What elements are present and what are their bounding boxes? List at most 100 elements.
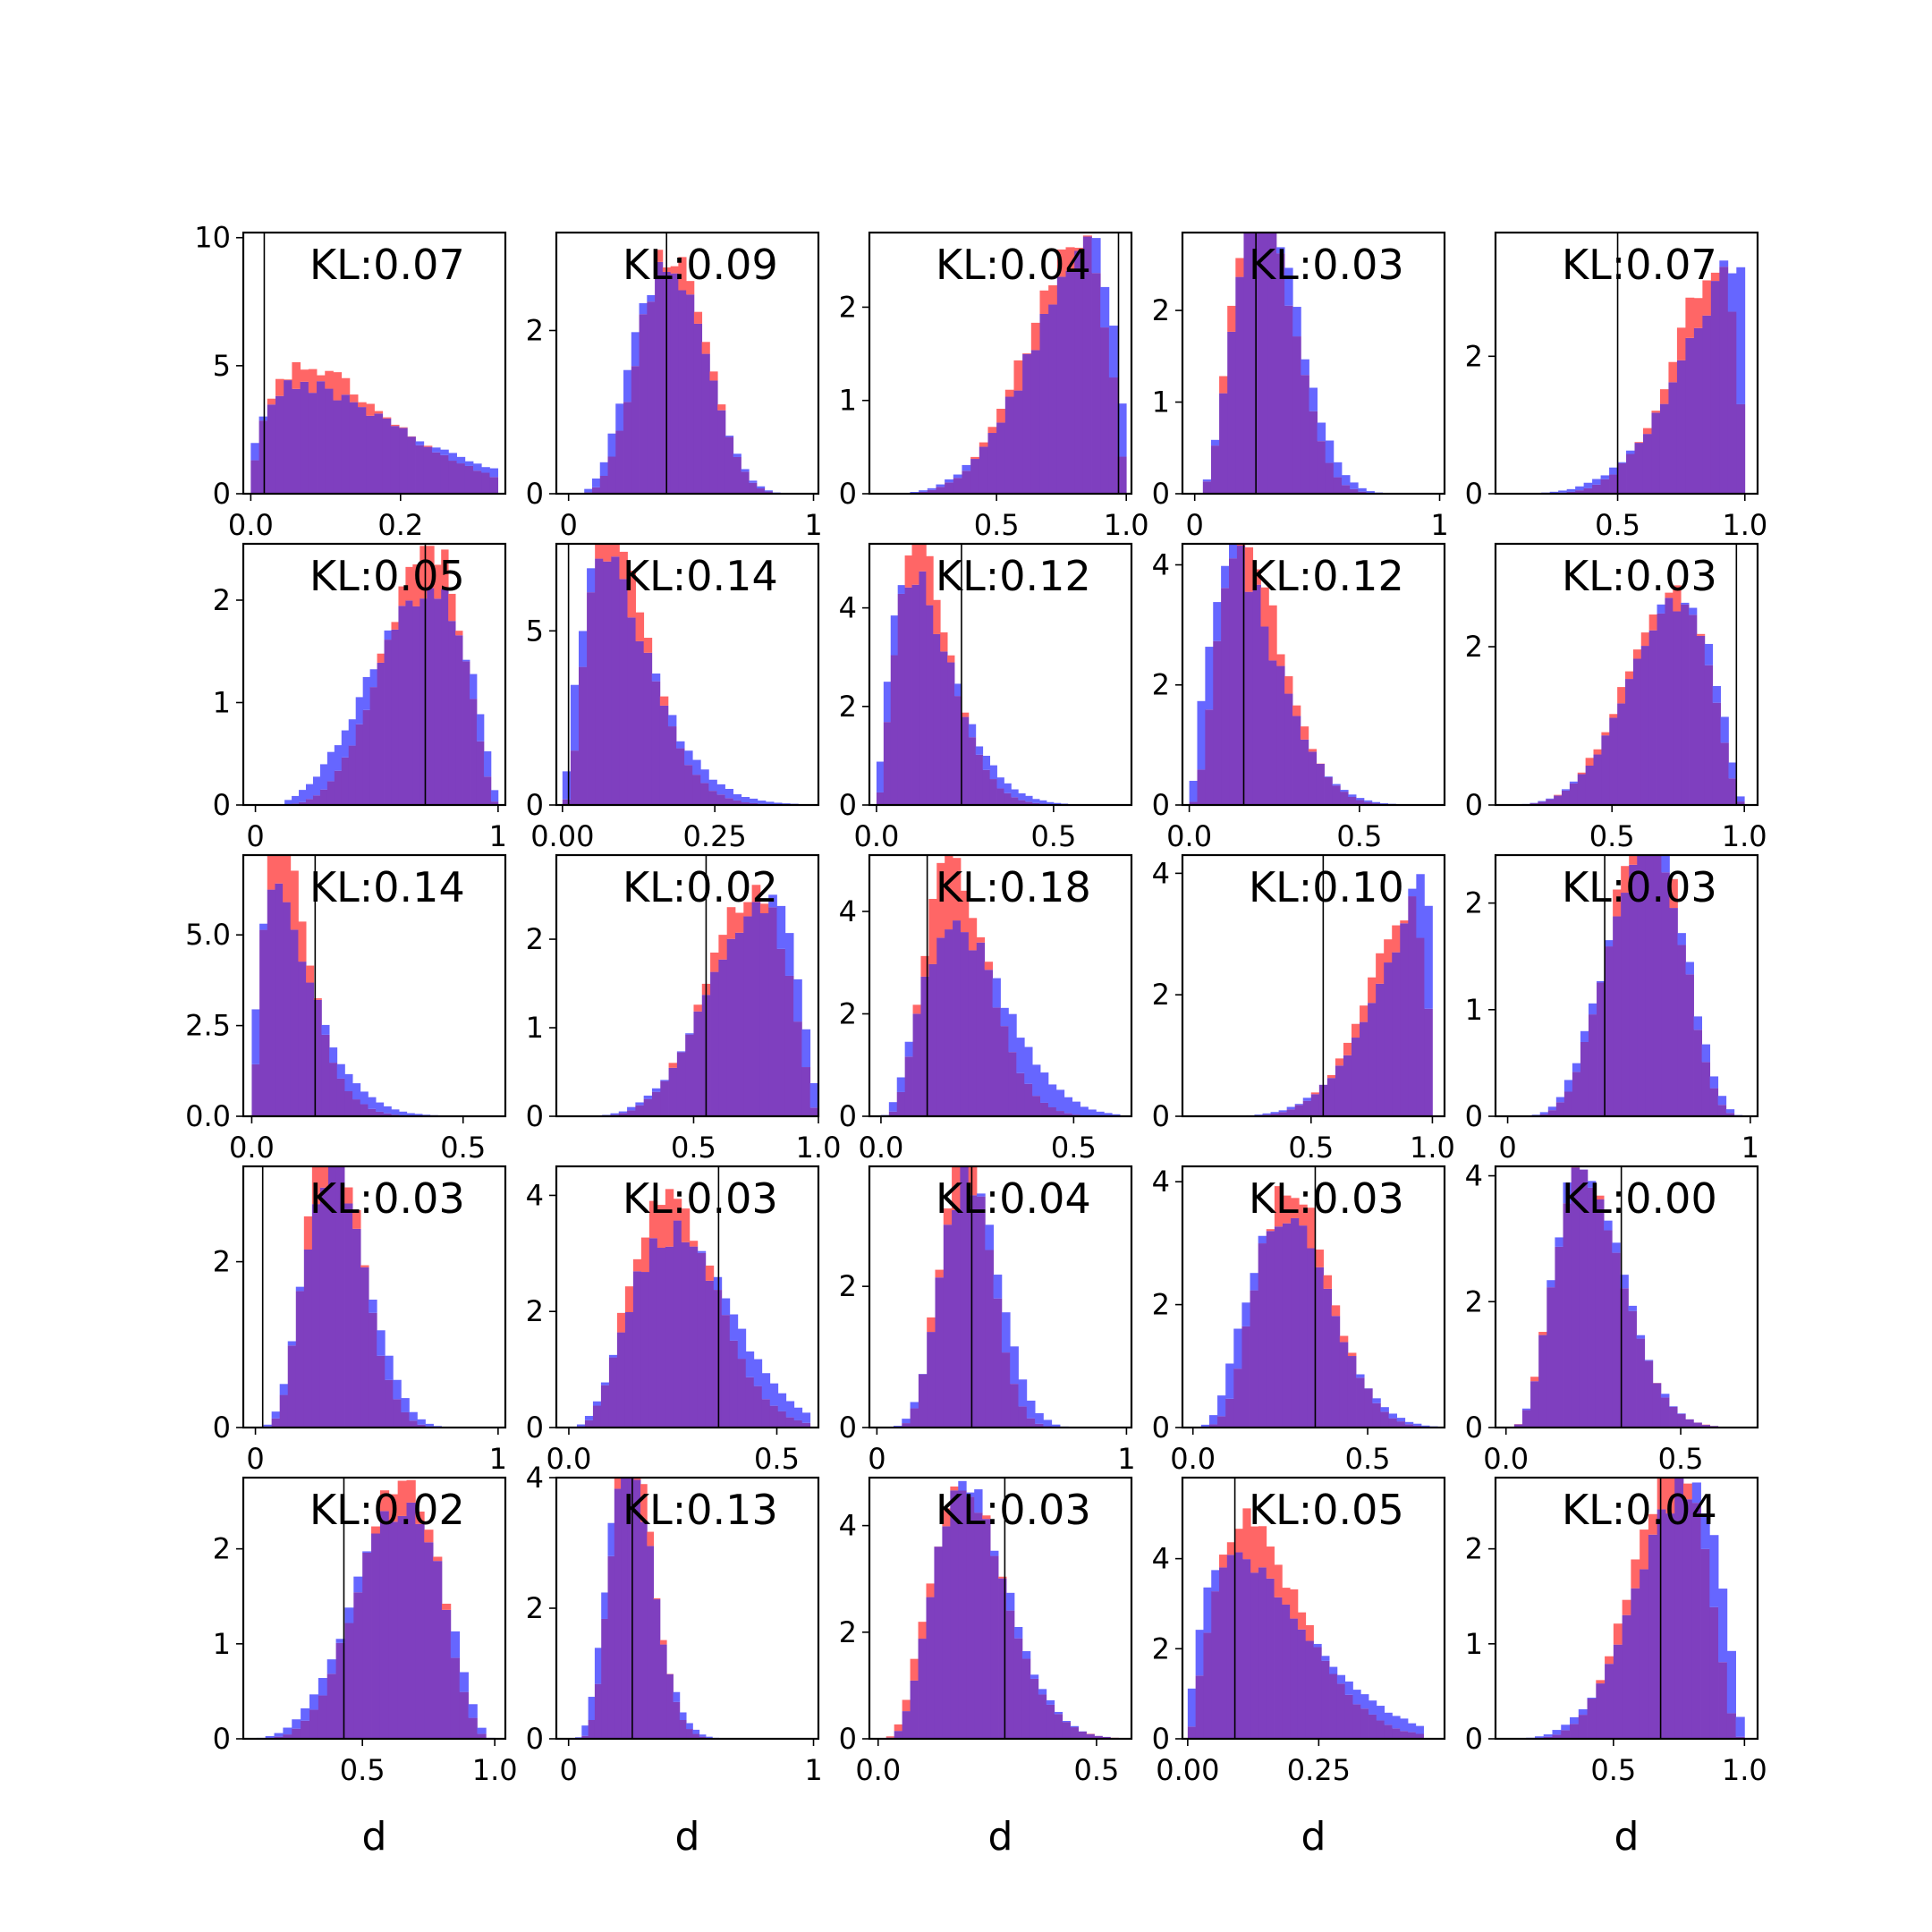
- overlap-bar: [1728, 778, 1737, 805]
- x-tick-label: 0.2: [377, 508, 423, 542]
- red-series-bar: [926, 555, 934, 606]
- blue-series-bar: [326, 751, 335, 782]
- axes-frame: [1494, 231, 1759, 496]
- blue-series-bar: [761, 1373, 771, 1400]
- overlap-bar: [1040, 1102, 1049, 1116]
- overlap-bar: [349, 402, 359, 494]
- overlap-bar: [481, 472, 490, 494]
- overlap-bar: [627, 617, 636, 805]
- overlap-bar: [673, 1220, 682, 1428]
- blue-series-bar: [393, 1379, 402, 1400]
- overlap-bar: [462, 661, 470, 805]
- blue-series-bar: [1396, 1418, 1406, 1422]
- overlap-bar: [927, 1332, 936, 1428]
- blue-series-bar: [733, 453, 741, 457]
- overlap-bar: [459, 1691, 469, 1739]
- red-series-bar: [303, 1216, 313, 1250]
- x-tick-label: 0: [868, 1442, 886, 1476]
- red-series-bar: [398, 586, 406, 606]
- overlap-bar: [992, 1007, 1001, 1116]
- blue-series-bar: [1202, 479, 1212, 482]
- axes-frame: [1494, 853, 1759, 1118]
- overlap-bar: [1587, 1699, 1597, 1739]
- overlap-bar: [360, 1267, 369, 1428]
- overlap-bar: [681, 1241, 691, 1428]
- blue-series-bar: [1309, 387, 1318, 411]
- overlap-bar: [1004, 396, 1014, 494]
- blue-series-bar: [1592, 479, 1601, 485]
- blue-series-bar: [1569, 781, 1579, 784]
- red-series-bar: [366, 403, 375, 416]
- red-series-bar: [1315, 1250, 1324, 1267]
- overlap-bar: [1091, 273, 1101, 494]
- blue-series-bar: [1358, 487, 1367, 492]
- blue-series-bar: [1332, 784, 1341, 786]
- overlap-bar: [627, 1110, 636, 1116]
- red-series-bar: [1260, 587, 1269, 627]
- overlap-bar: [369, 687, 377, 805]
- overlap-bar: [431, 452, 441, 494]
- blue-series-bar: [355, 697, 364, 724]
- blue-series-bar: [414, 1114, 423, 1116]
- red-series-bar: [1400, 920, 1409, 924]
- subplot-r2-c5: 0.5 1.0 0 2 KL:0.03: [1465, 542, 1767, 853]
- red-series-bar: [1274, 1186, 1284, 1227]
- overlap-bar: [1021, 1658, 1031, 1739]
- y-tick-label: 2: [1465, 630, 1483, 664]
- overlap-bar: [594, 1683, 602, 1739]
- overlap-bar: [1613, 916, 1622, 1116]
- overlap-bar: [1685, 337, 1695, 494]
- blue-series-bar: [1341, 475, 1351, 486]
- overlap-bar: [1636, 1338, 1646, 1428]
- blue-series-bar: [483, 750, 492, 777]
- blue-series-bar: [1112, 1114, 1121, 1116]
- blue-series-bar: [1547, 1106, 1557, 1111]
- overlap-bar: [686, 1729, 693, 1739]
- red-series-bar: [681, 1208, 691, 1242]
- red-series-bar: [275, 378, 284, 396]
- overlap-bar: [1313, 1647, 1322, 1739]
- overlap-bar: [686, 294, 695, 494]
- blue-series-bar: [1080, 1106, 1089, 1116]
- overlap-bar: [693, 323, 703, 494]
- overlap-bar: [1024, 1083, 1033, 1116]
- blue-series-bar: [737, 1328, 747, 1360]
- red-series-bar: [1335, 1058, 1344, 1066]
- red-series-bar: [1326, 1074, 1336, 1079]
- blue-series-bar: [910, 1402, 919, 1409]
- blue-series-bar: [1070, 1725, 1079, 1728]
- overlap-bar: [450, 1657, 461, 1739]
- overlap-bar: [1555, 1246, 1563, 1428]
- histogram-bars: [284, 546, 499, 805]
- overlap-bar: [1292, 336, 1301, 494]
- overlap-bar: [607, 1555, 615, 1739]
- overlap-bar: [1035, 1423, 1044, 1428]
- overlap-bar: [970, 459, 980, 494]
- overlap-bar: [1010, 1384, 1019, 1428]
- overlap-bar: [1000, 1026, 1009, 1116]
- y-tick-label: 2: [213, 1532, 231, 1566]
- overlap-bar: [968, 950, 978, 1116]
- red-series-bar: [751, 885, 761, 902]
- y-tick-label: 0: [1465, 1722, 1483, 1756]
- overlap-bar: [1668, 382, 1678, 494]
- overlap-bar: [1082, 236, 1092, 494]
- overlap-bar: [374, 413, 384, 494]
- overlap-bar: [1100, 327, 1110, 494]
- y-tick-label: 0: [1152, 1099, 1170, 1133]
- y-tick-label: 0: [839, 1411, 857, 1445]
- overlap-bar: [1321, 1660, 1330, 1739]
- red-series-bar: [904, 555, 912, 588]
- red-series-bar: [1290, 1589, 1299, 1619]
- blue-series-bar: [417, 1419, 426, 1425]
- overlap-bar: [724, 798, 734, 805]
- overlap-bar: [666, 1674, 674, 1739]
- overlap-bar: [676, 748, 685, 805]
- red-series-bar: [405, 566, 413, 601]
- red-series-bar: [1276, 654, 1285, 666]
- blue-series-bar: [1241, 1302, 1250, 1326]
- blue-series-bar: [1685, 962, 1694, 975]
- overlap-bar: [1388, 1418, 1398, 1428]
- overlap-bar: [1674, 1478, 1684, 1739]
- red-series-bar: [614, 1478, 622, 1489]
